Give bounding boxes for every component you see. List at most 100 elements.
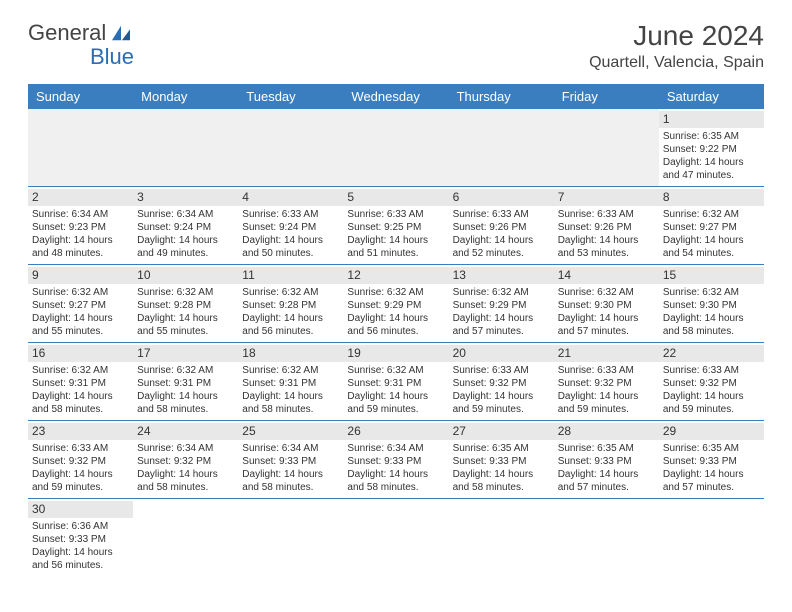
sunrise-text: Sunrise: 6:32 AM bbox=[663, 208, 760, 221]
sunset-text: Sunset: 9:30 PM bbox=[663, 299, 760, 312]
day-cell-empty bbox=[238, 109, 343, 186]
sunset-text: Sunset: 9:33 PM bbox=[453, 455, 550, 468]
day-info: Sunrise: 6:32 AMSunset: 9:31 PMDaylight:… bbox=[32, 364, 129, 416]
sunrise-text: Sunrise: 6:32 AM bbox=[242, 364, 339, 377]
week-row: 9Sunrise: 6:32 AMSunset: 9:27 PMDaylight… bbox=[28, 265, 764, 343]
day-cell: 5Sunrise: 6:33 AMSunset: 9:25 PMDaylight… bbox=[343, 187, 448, 264]
sunrise-text: Sunrise: 6:35 AM bbox=[558, 442, 655, 455]
day-number: 20 bbox=[449, 345, 554, 362]
sunrise-text: Sunrise: 6:34 AM bbox=[137, 442, 234, 455]
day-info: Sunrise: 6:33 AMSunset: 9:26 PMDaylight:… bbox=[558, 208, 655, 260]
day-cell-empty bbox=[449, 109, 554, 186]
day-number: 3 bbox=[133, 189, 238, 206]
day-cell: 12Sunrise: 6:32 AMSunset: 9:29 PMDayligh… bbox=[343, 265, 448, 342]
day-header: Thursday bbox=[449, 84, 554, 109]
day-info: Sunrise: 6:34 AMSunset: 9:32 PMDaylight:… bbox=[137, 442, 234, 494]
day-info: Sunrise: 6:33 AMSunset: 9:32 PMDaylight:… bbox=[32, 442, 129, 494]
sunset-text: Sunset: 9:32 PM bbox=[32, 455, 129, 468]
day-info: Sunrise: 6:33 AMSunset: 9:32 PMDaylight:… bbox=[558, 364, 655, 416]
sail-icon bbox=[110, 24, 132, 42]
daylight-text: Daylight: 14 hours and 49 minutes. bbox=[137, 234, 234, 260]
day-cell: 27Sunrise: 6:35 AMSunset: 9:33 PMDayligh… bbox=[449, 421, 554, 498]
day-cell: 21Sunrise: 6:33 AMSunset: 9:32 PMDayligh… bbox=[554, 343, 659, 420]
day-cell: 24Sunrise: 6:34 AMSunset: 9:32 PMDayligh… bbox=[133, 421, 238, 498]
sunset-text: Sunset: 9:33 PM bbox=[558, 455, 655, 468]
sunset-text: Sunset: 9:31 PM bbox=[137, 377, 234, 390]
day-cell-empty bbox=[238, 499, 343, 576]
day-number: 13 bbox=[449, 267, 554, 284]
sunset-text: Sunset: 9:32 PM bbox=[663, 377, 760, 390]
sunset-text: Sunset: 9:28 PM bbox=[242, 299, 339, 312]
sunset-text: Sunset: 9:31 PM bbox=[242, 377, 339, 390]
day-info: Sunrise: 6:35 AMSunset: 9:33 PMDaylight:… bbox=[558, 442, 655, 494]
sunrise-text: Sunrise: 6:32 AM bbox=[558, 286, 655, 299]
header: General June 2024 Quartell, Valencia, Sp… bbox=[28, 20, 764, 72]
sunrise-text: Sunrise: 6:33 AM bbox=[558, 208, 655, 221]
day-cell: 3Sunrise: 6:34 AMSunset: 9:24 PMDaylight… bbox=[133, 187, 238, 264]
logo-text-general: General bbox=[28, 20, 106, 46]
day-info: Sunrise: 6:34 AMSunset: 9:33 PMDaylight:… bbox=[347, 442, 444, 494]
sunrise-text: Sunrise: 6:32 AM bbox=[347, 286, 444, 299]
day-number: 2 bbox=[28, 189, 133, 206]
day-info: Sunrise: 6:32 AMSunset: 9:29 PMDaylight:… bbox=[453, 286, 550, 338]
day-number: 17 bbox=[133, 345, 238, 362]
day-cell: 11Sunrise: 6:32 AMSunset: 9:28 PMDayligh… bbox=[238, 265, 343, 342]
day-info: Sunrise: 6:32 AMSunset: 9:31 PMDaylight:… bbox=[242, 364, 339, 416]
day-number: 8 bbox=[659, 189, 764, 206]
sunrise-text: Sunrise: 6:34 AM bbox=[347, 442, 444, 455]
daylight-text: Daylight: 14 hours and 48 minutes. bbox=[32, 234, 129, 260]
sunset-text: Sunset: 9:23 PM bbox=[32, 221, 129, 234]
day-number: 9 bbox=[28, 267, 133, 284]
day-info: Sunrise: 6:32 AMSunset: 9:30 PMDaylight:… bbox=[663, 286, 760, 338]
daylight-text: Daylight: 14 hours and 53 minutes. bbox=[558, 234, 655, 260]
sunrise-text: Sunrise: 6:32 AM bbox=[663, 286, 760, 299]
daylight-text: Daylight: 14 hours and 58 minutes. bbox=[242, 468, 339, 494]
sunset-text: Sunset: 9:33 PM bbox=[32, 533, 129, 546]
day-number: 19 bbox=[343, 345, 448, 362]
day-number: 11 bbox=[238, 267, 343, 284]
day-number: 7 bbox=[554, 189, 659, 206]
daylight-text: Daylight: 14 hours and 58 minutes. bbox=[32, 390, 129, 416]
day-info: Sunrise: 6:32 AMSunset: 9:31 PMDaylight:… bbox=[137, 364, 234, 416]
sunset-text: Sunset: 9:27 PM bbox=[32, 299, 129, 312]
day-header: Tuesday bbox=[238, 84, 343, 109]
sunrise-text: Sunrise: 6:33 AM bbox=[453, 208, 550, 221]
daylight-text: Daylight: 14 hours and 50 minutes. bbox=[242, 234, 339, 260]
day-info: Sunrise: 6:33 AMSunset: 9:32 PMDaylight:… bbox=[663, 364, 760, 416]
day-cell: 6Sunrise: 6:33 AMSunset: 9:26 PMDaylight… bbox=[449, 187, 554, 264]
daylight-text: Daylight: 14 hours and 56 minutes. bbox=[347, 312, 444, 338]
day-number: 30 bbox=[28, 501, 133, 518]
day-number: 6 bbox=[449, 189, 554, 206]
day-cell: 8Sunrise: 6:32 AMSunset: 9:27 PMDaylight… bbox=[659, 187, 764, 264]
sunset-text: Sunset: 9:31 PM bbox=[32, 377, 129, 390]
daylight-text: Daylight: 14 hours and 59 minutes. bbox=[347, 390, 444, 416]
sunset-text: Sunset: 9:32 PM bbox=[558, 377, 655, 390]
day-header: Friday bbox=[554, 84, 659, 109]
day-number: 12 bbox=[343, 267, 448, 284]
day-info: Sunrise: 6:33 AMSunset: 9:25 PMDaylight:… bbox=[347, 208, 444, 260]
sunset-text: Sunset: 9:26 PM bbox=[453, 221, 550, 234]
day-number: 27 bbox=[449, 423, 554, 440]
sunset-text: Sunset: 9:24 PM bbox=[242, 221, 339, 234]
day-cell: 19Sunrise: 6:32 AMSunset: 9:31 PMDayligh… bbox=[343, 343, 448, 420]
sunset-text: Sunset: 9:33 PM bbox=[347, 455, 444, 468]
daylight-text: Daylight: 14 hours and 57 minutes. bbox=[558, 312, 655, 338]
day-cell: 26Sunrise: 6:34 AMSunset: 9:33 PMDayligh… bbox=[343, 421, 448, 498]
day-cell: 1Sunrise: 6:35 AMSunset: 9:22 PMDaylight… bbox=[659, 109, 764, 186]
day-cell-empty bbox=[133, 109, 238, 186]
day-cell-empty bbox=[554, 499, 659, 576]
day-info: Sunrise: 6:36 AMSunset: 9:33 PMDaylight:… bbox=[32, 520, 129, 572]
day-cell: 10Sunrise: 6:32 AMSunset: 9:28 PMDayligh… bbox=[133, 265, 238, 342]
day-cell: 13 Sunrise: 6:32 AMSunset: 9:29 PMDayligh… bbox=[449, 265, 554, 342]
month-title: June 2024 bbox=[589, 20, 764, 52]
day-cell: 23Sunrise: 6:33 AMSunset: 9:32 PMDayligh… bbox=[28, 421, 133, 498]
daylight-text: Daylight: 14 hours and 58 minutes. bbox=[242, 390, 339, 416]
day-headers-row: SundayMondayTuesdayWednesdayThursdayFrid… bbox=[28, 84, 764, 109]
day-number: 18 bbox=[238, 345, 343, 362]
day-cell: 9 Sunrise: 6:32 AMSunset: 9:27 PMDaylight… bbox=[28, 265, 133, 342]
sunset-text: Sunset: 9:33 PM bbox=[663, 455, 760, 468]
day-info: Sunrise: 6:32 AMSunset: 9:27 PMDaylight:… bbox=[32, 286, 129, 338]
day-cell-empty bbox=[343, 499, 448, 576]
daylight-text: Daylight: 14 hours and 58 minutes. bbox=[137, 390, 234, 416]
daylight-text: Daylight: 14 hours and 58 minutes. bbox=[663, 312, 760, 338]
